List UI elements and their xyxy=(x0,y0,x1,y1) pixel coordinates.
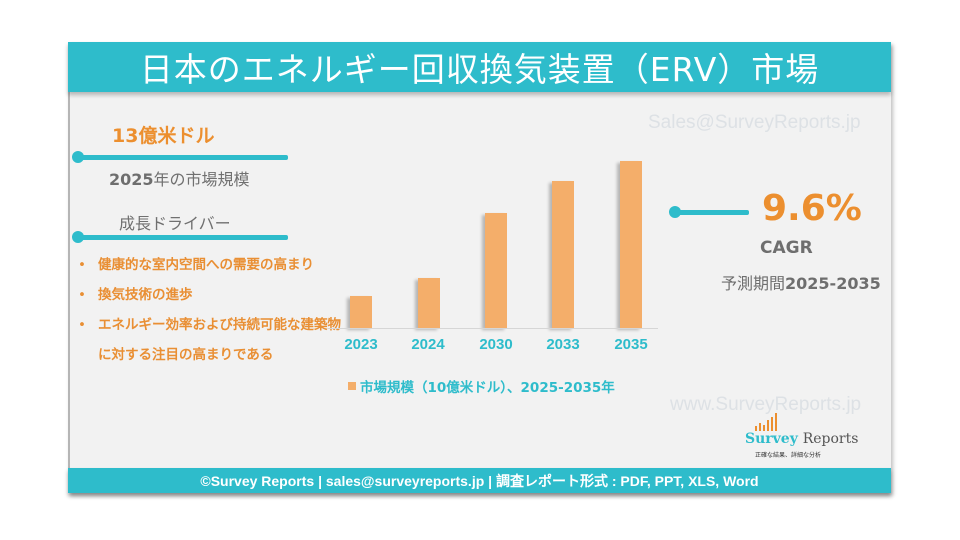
forecast-period: 予測期間2025-2035 xyxy=(721,274,881,293)
bar-2033 xyxy=(552,181,574,328)
bar-2030 xyxy=(485,213,507,328)
growth-drivers-list: 健康的な室内空間への需要の高まり 換気技術の進歩 エネルギー効率および持続可能な… xyxy=(76,250,346,370)
market-size-value: 13億米ドル xyxy=(112,125,215,147)
x-axis-line xyxy=(328,328,658,329)
connector-line xyxy=(78,235,288,240)
footer-banner: ©Survey Reports | sales@surveyreports.jp… xyxy=(68,468,891,493)
cagr-value: 9.6% xyxy=(762,188,862,229)
page-title: 日本のエネルギー回収換気装置（ERV）市場 xyxy=(139,50,820,89)
chart-legend: 市場規模（10億米ドル）、2025-2035年 xyxy=(348,376,615,396)
logo-word-reports: Reports xyxy=(802,431,859,447)
driver-item: 健康的な室内空間への需要の高まり xyxy=(76,250,346,280)
survey-reports-logo: Survey Reports 正確な結果、詳細な分析 xyxy=(745,413,865,463)
title-banner: 日本のエネルギー回収換気装置（ERV）市場 xyxy=(68,42,891,92)
bar-chart-icon xyxy=(755,413,777,431)
bar-2035 xyxy=(620,161,642,328)
cagr-label: CAGR xyxy=(760,238,813,258)
connector-line xyxy=(675,210,749,215)
logo-tagline: 正確な結果、詳細な分析 xyxy=(755,452,822,459)
x-tick-label: 2024 xyxy=(411,336,445,353)
x-tick-label: 2035 xyxy=(614,336,648,353)
legend-label: 市場規模（10億米ドル）、2025-2035年 xyxy=(360,380,615,396)
x-tick-label: 2033 xyxy=(546,336,580,353)
x-tick-label: 2030 xyxy=(479,336,513,353)
growth-drivers-heading: 成長ドライバー xyxy=(119,214,231,233)
x-tick-label: 2023 xyxy=(344,336,378,353)
market-size-label: 2025年の市場規模 xyxy=(109,170,250,189)
logo-word-survey: Survey xyxy=(745,431,798,447)
driver-item: エネルギー効率および持続可能な建築物に対する注目の高まりである xyxy=(76,310,346,370)
footer-text: ©Survey Reports | sales@surveyreports.jp… xyxy=(200,472,759,489)
email-watermark: Sales@SurveyReports.jp xyxy=(648,112,861,133)
bar-2023 xyxy=(350,296,372,328)
bar-2024 xyxy=(418,278,440,328)
legend-swatch-icon xyxy=(348,382,356,390)
website-watermark: www.SurveyReports.jp xyxy=(670,394,862,415)
connector-line xyxy=(78,155,288,160)
driver-item: 換気技術の進歩 xyxy=(76,280,346,310)
